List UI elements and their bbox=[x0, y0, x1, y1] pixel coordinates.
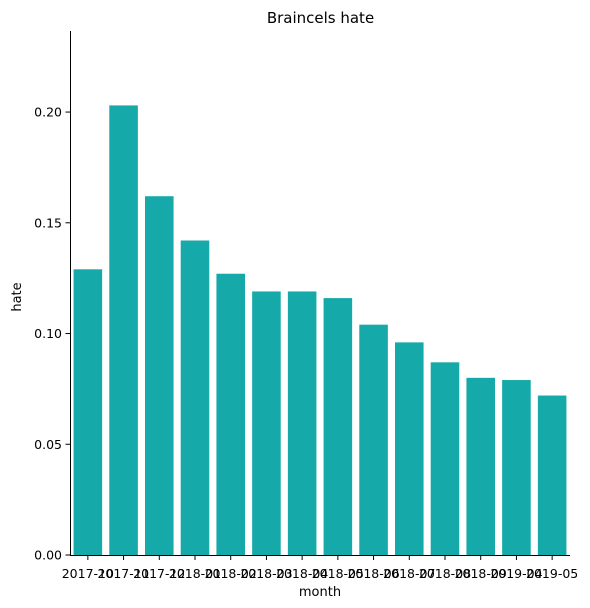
x-tick-label: 2018-03 bbox=[240, 566, 292, 581]
y-tick-label: 0.00 bbox=[34, 548, 62, 563]
bar-2017-12 bbox=[145, 196, 174, 555]
x-tick-label: 2018-05 bbox=[312, 566, 364, 581]
x-axis-label: month bbox=[299, 585, 341, 600]
x-tick-label: 2019-04 bbox=[490, 566, 542, 581]
bar-2019-05 bbox=[537, 395, 567, 555]
bar-2019-04 bbox=[502, 380, 531, 555]
bar-2017-11 bbox=[109, 105, 138, 555]
bar-2018-01 bbox=[180, 240, 210, 555]
bar-2018-03 bbox=[252, 291, 281, 555]
y-axis-ticks: 0.00 0.05 0.10 0.15 0.20 bbox=[34, 105, 70, 563]
x-tick-label: 2018-08 bbox=[419, 566, 471, 581]
bar-2018-05 bbox=[323, 298, 353, 555]
y-tick-label: 0.10 bbox=[34, 326, 62, 341]
y-axis-label: hate bbox=[10, 282, 25, 311]
x-tick-label: 2017-12 bbox=[133, 566, 185, 581]
y-tick-label: 0.20 bbox=[34, 105, 62, 120]
x-tick-label: 2017-11 bbox=[97, 566, 149, 581]
y-tick-label: 0.05 bbox=[34, 437, 62, 452]
x-axis-ticks: 2017-102017-112017-122018-012018-022018-… bbox=[62, 555, 578, 581]
x-tick-label: 2018-01 bbox=[169, 566, 221, 581]
y-tick-label: 0.15 bbox=[34, 215, 62, 230]
bar-2018-08 bbox=[430, 362, 460, 555]
bars-group bbox=[73, 105, 567, 555]
bar-2018-07 bbox=[395, 342, 424, 555]
bar-2017-10 bbox=[73, 269, 103, 555]
bar-2018-09 bbox=[466, 377, 495, 555]
bar-2018-02 bbox=[216, 273, 245, 555]
x-tick-label: 2017-10 bbox=[62, 566, 114, 581]
x-tick-label: 2018-04 bbox=[276, 566, 328, 581]
chart-title: Braincels hate bbox=[267, 9, 374, 27]
x-tick-label: 2018-07 bbox=[383, 566, 435, 581]
bar-2018-04 bbox=[287, 291, 317, 555]
x-tick-label: 2018-09 bbox=[455, 566, 507, 581]
x-tick-label: 2018-06 bbox=[347, 566, 399, 581]
bar-2018-06 bbox=[359, 324, 388, 555]
x-tick-label: 2018-02 bbox=[205, 566, 257, 581]
x-tick-label: 2019-05 bbox=[526, 566, 578, 581]
